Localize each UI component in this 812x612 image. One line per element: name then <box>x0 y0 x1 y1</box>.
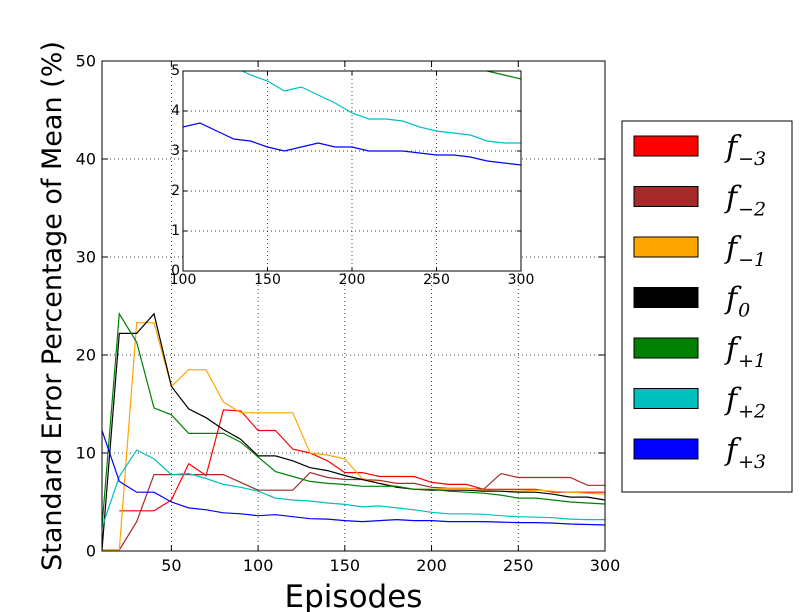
legend-subscript: +3 <box>738 451 766 473</box>
main-y-tick-label: 20 <box>76 346 96 365</box>
main-y-tick-label: 50 <box>76 52 96 71</box>
inset-x-tick-label: 200 <box>339 272 366 288</box>
main-frame <box>101 60 606 552</box>
legend-swatch-fm3 <box>633 135 699 157</box>
legend-subscript: +1 <box>738 350 766 372</box>
legend-subscript: 0 <box>738 300 750 322</box>
y-axis-title: Standard Error Percentage of Mean (%) <box>37 41 68 571</box>
main-y-tick-label: 40 <box>76 150 96 169</box>
main-series-line-fp2 <box>102 449 605 528</box>
main-series-line-fp1 <box>102 311 605 527</box>
inset-x-tick-label: 300 <box>508 272 535 288</box>
main-series-line-fm1 <box>102 322 605 551</box>
inset-x-tick-label: 100 <box>170 272 197 288</box>
legend-subscript: +2 <box>738 401 766 423</box>
inset-series-line-fp3 <box>183 122 521 166</box>
inset-y-tick-label: 1 <box>171 223 180 239</box>
legend-swatch-fm1 <box>633 236 699 258</box>
inset-y-tick-label: 2 <box>171 183 180 199</box>
legend-label-fm3: f−3 <box>724 130 766 170</box>
inset-y-tick-label: 5 <box>171 63 180 79</box>
main-x-tick-label: 100 <box>243 556 274 575</box>
main-series-line-f0 <box>102 312 605 551</box>
main-y-tick-label: 30 <box>76 248 96 267</box>
x-axis-title: Episodes <box>285 579 423 612</box>
legend-swatch-fm2 <box>633 186 699 207</box>
inset-y-tick-label: 4 <box>171 103 180 119</box>
main-series-line-fm3 <box>119 409 605 512</box>
inset-plot: 100 150 200 250 300 0 1 2 3 4 5 <box>170 63 535 288</box>
main-x-tick-label: 250 <box>503 556 534 575</box>
main-series-group <box>102 311 605 551</box>
main-x-tick-label: 50 <box>161 556 181 575</box>
main-series-line-fp3 <box>102 430 605 526</box>
legend-swatch-fp1 <box>633 337 699 359</box>
legend-swatch-f0 <box>633 287 699 308</box>
inset-x-tick-label: 250 <box>423 272 450 288</box>
main-x-tick-label: 150 <box>330 556 361 575</box>
inset-series-line-fp2 <box>240 71 521 144</box>
inset-series-group <box>183 71 521 166</box>
main-y-tick-label: 10 <box>76 444 96 463</box>
main-y-tick-label: 0 <box>86 542 96 561</box>
main-series-line-fm2 <box>102 471 605 551</box>
inset-x-tick-label: 150 <box>254 272 281 288</box>
legend-swatch-fp2 <box>633 388 699 409</box>
legend-subscript: −3 <box>738 148 766 170</box>
inset-y-tick-label: 3 <box>171 143 180 159</box>
inset-y-tick-label: 0 <box>171 263 180 279</box>
legend-subscript: −1 <box>738 249 766 271</box>
legend-subscript: −2 <box>738 199 766 221</box>
legend-swatch-fp3 <box>633 438 699 460</box>
main-x-tick-label: 200 <box>416 556 447 575</box>
main-x-tick-label: 300 <box>590 556 621 575</box>
